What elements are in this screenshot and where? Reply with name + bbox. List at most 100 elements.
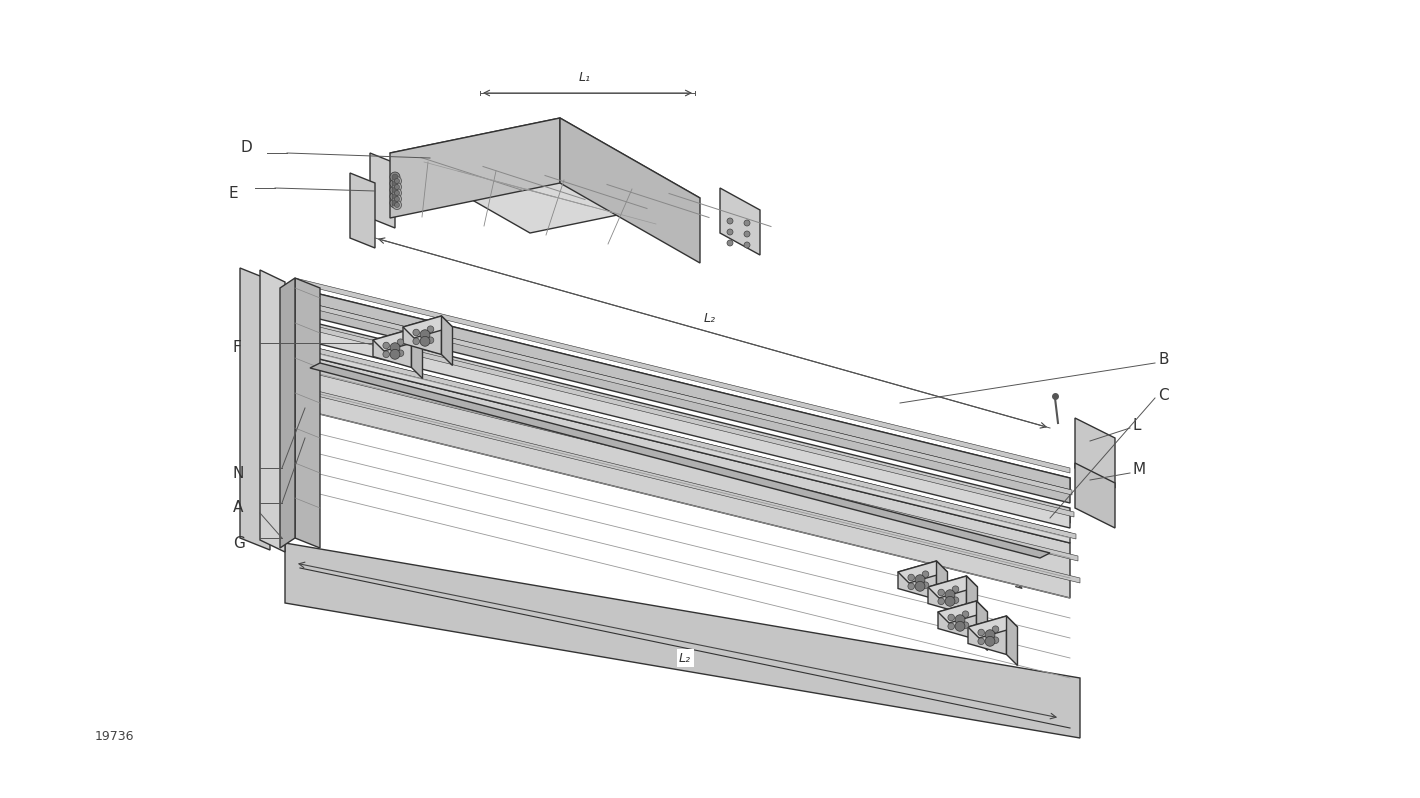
Polygon shape	[720, 188, 760, 255]
Polygon shape	[240, 268, 270, 550]
Circle shape	[395, 184, 399, 189]
Circle shape	[391, 343, 400, 353]
Circle shape	[727, 229, 733, 235]
Polygon shape	[295, 288, 1071, 490]
Circle shape	[392, 200, 398, 206]
Polygon shape	[301, 344, 1076, 539]
Circle shape	[949, 623, 954, 630]
Circle shape	[907, 575, 914, 581]
Polygon shape	[310, 363, 1049, 558]
Text: D: D	[240, 140, 251, 156]
Circle shape	[956, 622, 966, 631]
Circle shape	[985, 636, 995, 646]
Circle shape	[744, 220, 750, 226]
Polygon shape	[939, 601, 987, 623]
Text: E: E	[229, 185, 237, 200]
Polygon shape	[442, 316, 453, 365]
Polygon shape	[968, 616, 1018, 638]
Circle shape	[427, 326, 433, 333]
Polygon shape	[939, 601, 977, 639]
Circle shape	[395, 203, 399, 207]
Circle shape	[953, 597, 958, 603]
Circle shape	[993, 626, 998, 633]
Polygon shape	[295, 278, 320, 548]
Polygon shape	[929, 576, 977, 598]
Circle shape	[391, 179, 400, 188]
Text: L₁: L₁	[579, 71, 591, 84]
Polygon shape	[391, 118, 700, 233]
Circle shape	[392, 180, 398, 187]
Polygon shape	[260, 270, 285, 552]
Polygon shape	[977, 601, 987, 650]
Polygon shape	[1075, 463, 1115, 528]
Circle shape	[391, 198, 400, 208]
Polygon shape	[285, 543, 1081, 738]
Polygon shape	[968, 616, 1007, 654]
Polygon shape	[967, 576, 977, 626]
Circle shape	[391, 350, 400, 359]
Text: 19736: 19736	[95, 730, 135, 743]
Polygon shape	[373, 329, 412, 368]
Polygon shape	[897, 561, 947, 583]
Circle shape	[956, 614, 966, 625]
Text: L₂: L₂	[704, 311, 716, 325]
Circle shape	[383, 342, 389, 349]
Polygon shape	[373, 329, 423, 351]
Circle shape	[392, 187, 398, 193]
Circle shape	[946, 596, 956, 606]
Polygon shape	[295, 278, 1071, 473]
Polygon shape	[929, 576, 967, 614]
Polygon shape	[295, 353, 1071, 598]
Text: L: L	[1133, 417, 1142, 433]
Circle shape	[744, 231, 750, 237]
Circle shape	[383, 351, 389, 358]
Circle shape	[391, 172, 400, 182]
Circle shape	[398, 350, 403, 357]
Polygon shape	[391, 118, 559, 218]
Circle shape	[395, 196, 399, 202]
Circle shape	[978, 638, 984, 645]
Text: N: N	[233, 465, 244, 480]
Circle shape	[985, 630, 995, 640]
Circle shape	[937, 598, 944, 605]
Circle shape	[420, 330, 430, 340]
Polygon shape	[559, 118, 700, 263]
Polygon shape	[300, 322, 1074, 517]
Circle shape	[392, 176, 402, 185]
Text: A: A	[233, 500, 243, 516]
Polygon shape	[295, 343, 1071, 543]
Polygon shape	[305, 388, 1081, 583]
Polygon shape	[403, 316, 442, 354]
Circle shape	[953, 586, 958, 592]
Circle shape	[392, 193, 398, 200]
Circle shape	[907, 583, 914, 590]
Circle shape	[413, 330, 419, 336]
Circle shape	[744, 242, 750, 248]
Polygon shape	[297, 300, 1072, 495]
Polygon shape	[295, 323, 1071, 528]
Circle shape	[420, 336, 430, 346]
Circle shape	[978, 629, 984, 636]
Circle shape	[963, 622, 968, 629]
Circle shape	[391, 192, 400, 202]
Circle shape	[398, 339, 403, 346]
Circle shape	[922, 571, 929, 578]
Circle shape	[392, 183, 402, 192]
Circle shape	[427, 337, 433, 343]
Circle shape	[395, 191, 399, 196]
Polygon shape	[349, 173, 375, 248]
Circle shape	[413, 338, 419, 345]
Polygon shape	[1007, 616, 1018, 666]
Circle shape	[922, 582, 929, 588]
Text: F: F	[233, 341, 241, 355]
Circle shape	[392, 174, 398, 180]
Polygon shape	[302, 366, 1078, 561]
Polygon shape	[280, 278, 295, 548]
Circle shape	[993, 637, 998, 643]
Polygon shape	[412, 329, 423, 378]
Circle shape	[946, 590, 956, 599]
Polygon shape	[371, 153, 395, 228]
Text: B: B	[1157, 353, 1169, 368]
Circle shape	[937, 589, 944, 596]
Polygon shape	[937, 561, 947, 610]
